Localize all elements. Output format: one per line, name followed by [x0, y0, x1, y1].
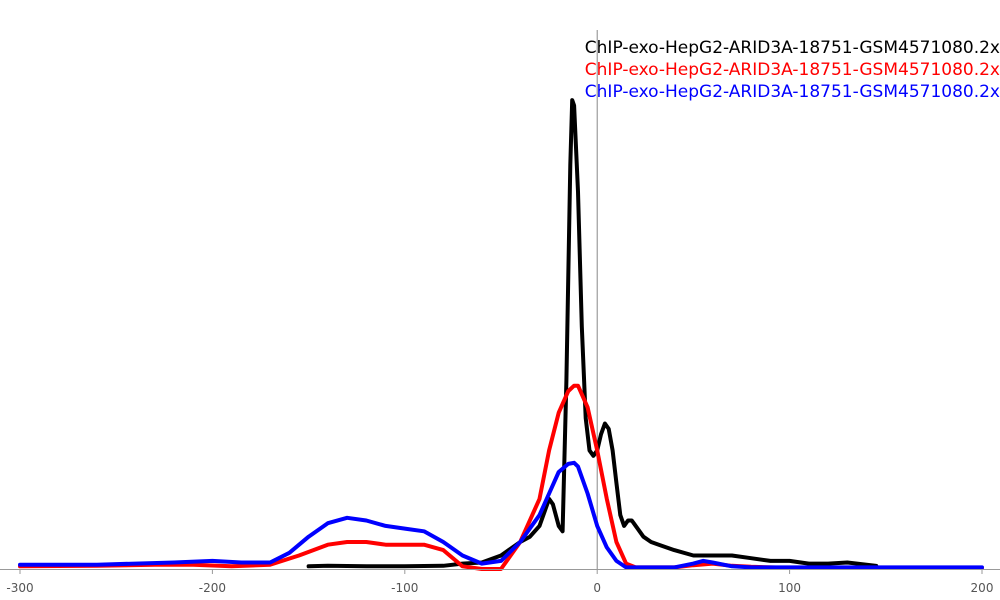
legend: ChIP-exo-HepG2-ARID3A-18751-GSM4571080.2… [585, 37, 1000, 103]
series-line-1 [18, 383, 984, 571]
x-tick-label: 200 [971, 581, 994, 595]
legend-entry-red: ChIP-exo-HepG2-ARID3A-18751-GSM4571080.2… [584, 60, 1000, 80]
x-tick-label: -300 [6, 581, 33, 595]
legend-entry-black: ChIP-exo-HepG2-ARID3A-18751-GSM4571080.2… [584, 38, 1000, 58]
x-tick-label: 0 [593, 581, 601, 595]
x-tick-label: -200 [199, 581, 226, 595]
legend-entry-blue: ChIP-exo-HepG2-ARID3A-18751-GSM4571080.2… [584, 82, 1000, 102]
series-line-2 [18, 460, 984, 570]
x-tick-label: -100 [391, 581, 418, 595]
series-line-0 [306, 98, 879, 569]
x-tick-label: 100 [778, 581, 801, 595]
